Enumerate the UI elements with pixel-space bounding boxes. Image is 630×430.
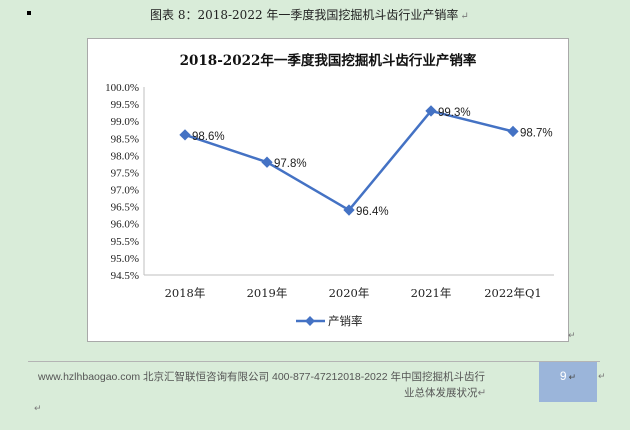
paragraph-mark-icon: ↵ xyxy=(477,387,487,399)
paragraph-mark-icon: ↵ xyxy=(568,331,576,341)
y-tick-label: 97.5% xyxy=(111,167,139,179)
x-tick-label: 2021年 xyxy=(411,286,452,300)
data-point-marker xyxy=(343,204,355,216)
x-tick-label: 2018年 xyxy=(165,286,206,300)
data-label: 98.6% xyxy=(192,131,225,143)
data-point-marker xyxy=(507,125,519,138)
y-tick-label: 95.5% xyxy=(111,236,139,248)
y-tick-label: 99.5% xyxy=(111,99,139,111)
data-point-marker xyxy=(179,129,191,141)
series-line xyxy=(184,109,514,212)
y-tick-label: 100.0% xyxy=(105,82,139,94)
y-tick-label: 98.0% xyxy=(111,150,139,162)
paragraph-mark-icon: ↵ xyxy=(598,372,606,382)
figure-caption: 图表 8：2018-2022 年一季度我国挖掘机斗齿行业产销率 ↵ xyxy=(150,6,469,23)
data-point-marker xyxy=(261,156,273,168)
y-tick-label: 96.0% xyxy=(111,219,139,231)
paragraph-mark-icon: ↵ xyxy=(568,372,577,382)
data-label: 98.7% xyxy=(520,127,553,139)
legend-label: 产销率 xyxy=(328,314,363,328)
page-number-row: 9 ↵ xyxy=(539,369,597,383)
y-tick-label: 94.5% xyxy=(111,270,139,282)
paragraph-mark-icon: ↵ xyxy=(460,11,469,22)
series-layer: 98.6% 97.8% 96.4% 99.3% 98.7% xyxy=(179,105,553,218)
footer-right-text: 业总体发展状况 xyxy=(404,387,478,399)
data-label: 99.3% xyxy=(438,107,471,119)
legend-marker-icon xyxy=(305,316,315,326)
data-label: 96.4% xyxy=(356,206,389,218)
y-axis-ticks: 100.0% 99.5% 99.0% 98.5% 98.0% 97.5% 97.0% 96.5… xyxy=(105,82,139,282)
page-number-box: 9 ↵ xyxy=(539,362,597,402)
footer-text-cont: 业总体发展状况↵ xyxy=(404,385,486,400)
y-tick-label: 99.0% xyxy=(111,116,139,128)
y-tick-label: 98.5% xyxy=(111,133,139,145)
footer-divider xyxy=(28,361,600,362)
x-axis-ticks: 2018年 2019年 2020年 2021年 2022年Q1 xyxy=(165,286,542,300)
x-tick-label: 2022年Q1 xyxy=(484,286,542,300)
y-tick-label: 97.0% xyxy=(111,185,139,197)
legend: 产销率 xyxy=(296,314,363,328)
page-number: 9 xyxy=(559,369,567,383)
x-tick-label: 2020年 xyxy=(329,286,370,300)
line-chart: 2018-2022年一季度我国挖掘机斗齿行业产销率 100.0% 99.5% 99.… xyxy=(105,52,554,328)
figure-caption-text: 图表 8：2018-2022 年一季度我国挖掘机斗齿行业产销率 xyxy=(150,8,459,22)
data-label: 97.8% xyxy=(274,158,307,170)
chart-area: 2018-2022年一季度我国挖掘机斗齿行业产销率 100.0% 99.5% 99.… xyxy=(87,38,569,342)
chart-title: 2018-2022年一季度我国挖掘机斗齿行业产销率 xyxy=(180,52,477,69)
x-tick-label: 2019年 xyxy=(247,286,288,300)
bullet-marker xyxy=(27,11,31,15)
paragraph-mark-icon: ↵ xyxy=(34,404,42,414)
footer-text: www.hzlhbaogao.com 北京汇智联恒咨询有限公司 400-877-… xyxy=(38,369,485,384)
y-tick-label: 96.5% xyxy=(111,202,139,214)
y-tick-label: 95.0% xyxy=(111,253,139,265)
footer-left-text: www.hzlhbaogao.com 北京汇智联恒咨询有限公司 400-877-… xyxy=(38,371,485,383)
